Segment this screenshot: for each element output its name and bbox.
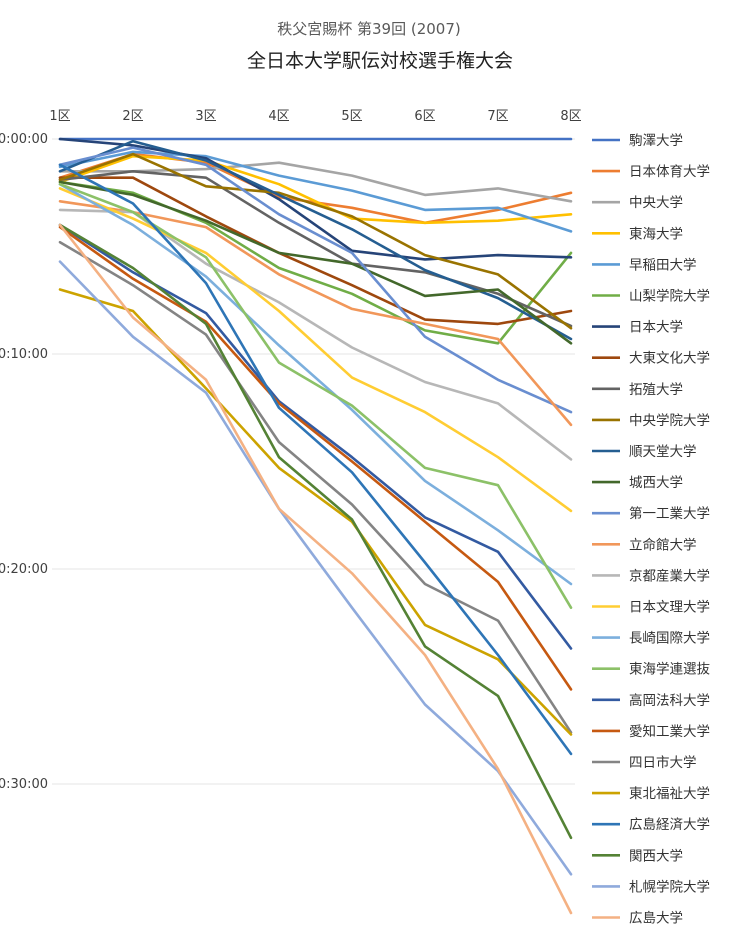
x-tick-label: 3区: [195, 109, 216, 124]
legend-label: 日本体育大学: [629, 164, 710, 180]
series-line: [58, 161, 573, 203]
series-line: [58, 223, 573, 915]
legend-label: 日本文理大学: [629, 600, 710, 616]
legend-label: 大東文化大学: [629, 351, 710, 367]
legend-label: 広島経済大学: [629, 817, 710, 833]
series-line: [58, 225, 573, 691]
legend-label: 順天堂大学: [629, 444, 697, 460]
x-tick-label: 1区: [49, 109, 70, 124]
series-line: [58, 240, 573, 734]
x-tick-label: 4区: [268, 109, 289, 124]
legend-label: 京都産業大学: [629, 568, 710, 584]
series-line: [58, 180, 573, 345]
x-tick-label: 7区: [487, 109, 508, 124]
legend-label: 立命館大学: [629, 536, 697, 553]
legend-label: 愛知工業大学: [629, 723, 710, 740]
legend-label: 東北福祉大学: [629, 786, 710, 802]
series-lines: [58, 137, 573, 915]
legend-label: 早稲田大学: [629, 257, 697, 273]
series-line: [58, 208, 573, 461]
legend-label: 札幌学院大学: [629, 879, 710, 895]
series-line: [58, 223, 573, 840]
series-line: [58, 223, 573, 650]
legend-label: 関西大学: [629, 848, 683, 864]
series-line: [58, 146, 573, 414]
series-line: [58, 152, 573, 330]
series-line: [58, 150, 573, 233]
x-tick-label: 8区: [560, 109, 581, 124]
series-line: [58, 182, 573, 586]
series-line: [58, 154, 573, 225]
legend-label: 東海大学: [629, 226, 683, 242]
legend-label: 高岡法科大学: [629, 692, 710, 709]
series-line: [58, 163, 573, 756]
legend-label: 中央学院大学: [629, 413, 710, 429]
series-line: [58, 288, 573, 736]
series-line: [58, 180, 573, 345]
legend-label: 四日市大学: [629, 754, 697, 771]
legend-label: 中央大学: [629, 195, 683, 211]
y-tick-label: 0:10:00: [0, 347, 48, 362]
chart-subtitle: 秩父宮賜杯 第39回 (2007): [277, 20, 461, 38]
series-line: [58, 176, 573, 326]
series-line: [58, 200, 573, 427]
series-line: [58, 139, 573, 341]
series-line: [58, 182, 573, 610]
y-tick-label: 0:30:00: [0, 777, 48, 792]
legend: 駒澤大学日本体育大学中央大学東海大学早稲田大学山梨学院大学日本大学大東文化大学拓…: [592, 133, 710, 927]
legend-label: 城西大学: [629, 475, 683, 491]
x-tick-label: 6区: [414, 109, 435, 124]
series-line: [58, 187, 573, 513]
legend-label: 山梨学院大学: [629, 289, 710, 305]
legend-label: 日本大学: [629, 320, 683, 336]
series-line: [58, 260, 573, 876]
series-line: [58, 137, 573, 261]
x-tick-label: 2区: [122, 109, 143, 124]
legend-label: 広島大学: [629, 911, 683, 927]
legend-label: 駒澤大学: [629, 133, 683, 149]
legend-label: 東海学連選抜: [629, 662, 710, 678]
x-tick-label: 5区: [341, 109, 362, 124]
chart-title: 全日本大学駅伝対校選手権大会: [247, 50, 513, 72]
legend-label: 長崎国際大学: [629, 631, 710, 647]
legend-label: 第一工業大学: [629, 505, 710, 522]
legend-label: 拓殖大学: [629, 381, 683, 398]
y-tick-label: 0:20:00: [0, 562, 48, 577]
y-tick-label: 0:00:00: [0, 132, 48, 147]
